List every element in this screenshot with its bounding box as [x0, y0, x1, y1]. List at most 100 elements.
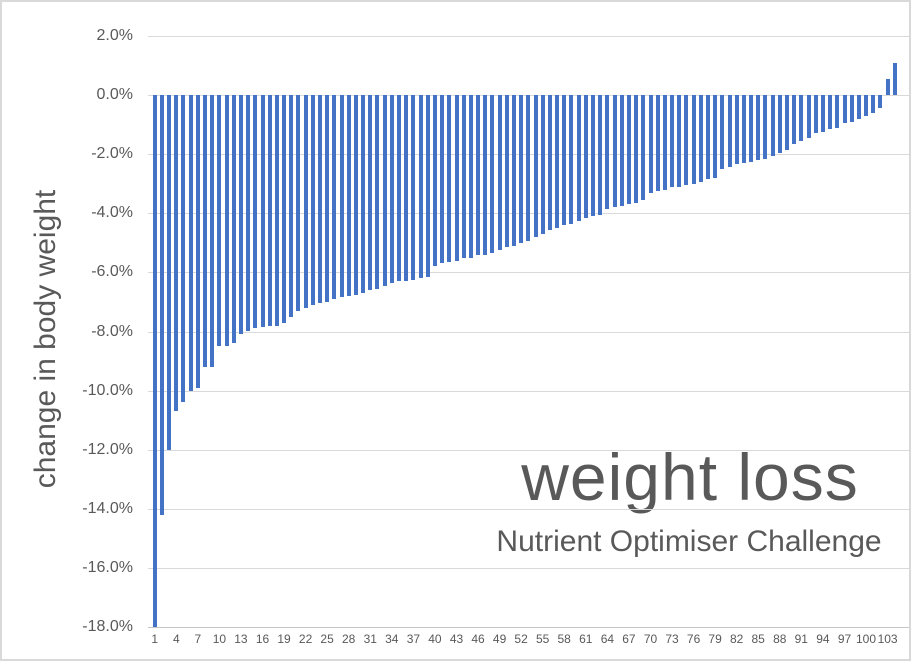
x-tick-label: 25 [320, 632, 334, 646]
bar [626, 95, 631, 205]
bar [734, 95, 739, 165]
bar [346, 95, 351, 296]
x-tick-label: 22 [298, 632, 313, 646]
bar [282, 95, 286, 323]
bar [310, 95, 315, 305]
bar [238, 95, 243, 335]
y-tick-label: -12.0% [82, 440, 133, 458]
y-tick-label: -2.0% [91, 145, 133, 163]
bar [591, 95, 595, 217]
y-tick-label: 2.0% [96, 27, 133, 44]
bar [770, 95, 775, 156]
bar [188, 95, 193, 391]
chart-title: weight loss [521, 440, 859, 514]
bar [167, 95, 172, 450]
bar [813, 95, 818, 134]
x-tick-label: 19 [277, 632, 291, 646]
bar [655, 95, 660, 192]
bar [246, 95, 251, 332]
bar [583, 95, 588, 218]
bar [490, 95, 495, 254]
bar [440, 95, 445, 264]
bar [447, 95, 452, 263]
bar [217, 95, 222, 347]
bar [792, 95, 797, 144]
x-tick-label: 40 [428, 632, 442, 646]
bar [181, 95, 186, 403]
y-axis-title: change in body weight [29, 189, 62, 489]
x-tick-label: 76 [686, 632, 701, 646]
bar [432, 95, 437, 267]
x-tick-label: 85 [751, 632, 765, 646]
y-tick-label: -18.0% [82, 618, 133, 635]
bar [152, 95, 157, 627]
bar [849, 95, 854, 122]
x-tick-label: 94 [816, 632, 830, 646]
y-tick-label: -6.0% [91, 263, 133, 281]
bar [698, 95, 703, 183]
x-tick-label: 55 [536, 632, 550, 646]
bar [756, 95, 761, 161]
bar [540, 95, 545, 234]
bar [231, 95, 236, 344]
bar [325, 95, 330, 302]
bar [375, 95, 380, 289]
bar [713, 95, 718, 178]
bar [174, 95, 179, 412]
bar [411, 95, 416, 280]
bar [339, 95, 344, 298]
bar [720, 95, 725, 169]
x-tick-label: 1 [151, 632, 159, 646]
bar [504, 95, 509, 248]
x-tick-label: 7 [194, 632, 202, 646]
y-tick-label: -4.0% [91, 204, 133, 222]
bar [159, 95, 164, 515]
x-tick-label: 70 [643, 632, 658, 646]
gridline [148, 390, 909, 392]
bar [856, 95, 861, 119]
bar [691, 95, 696, 184]
y-tick-label: 0.0% [96, 86, 133, 104]
x-tick-label: 43 [449, 632, 464, 646]
bar [662, 95, 667, 190]
x-tick-label: 28 [342, 632, 356, 646]
bar [763, 95, 768, 159]
x-tick-label: 31 [363, 632, 377, 646]
bar [461, 95, 466, 258]
bar [820, 95, 825, 132]
y-tick-label: -8.0% [91, 322, 133, 340]
bar [425, 95, 430, 277]
y-tick-label: -10.0% [82, 381, 133, 399]
bar [777, 95, 782, 153]
bar [274, 95, 279, 326]
bar [533, 95, 538, 237]
bar [828, 95, 833, 130]
bar [203, 95, 207, 367]
bar [634, 95, 639, 203]
bar [511, 95, 516, 246]
x-tick-label: 58 [557, 632, 571, 646]
bar [878, 95, 883, 109]
bar [404, 95, 409, 282]
bar [835, 95, 840, 128]
bar [289, 95, 294, 317]
bar [210, 95, 215, 367]
bar [476, 95, 480, 255]
x-tick-label: 4 [172, 632, 180, 646]
bar [749, 95, 754, 162]
bar [785, 95, 789, 150]
bar [332, 95, 337, 299]
y-tick-label: -16.0% [82, 558, 133, 576]
x-tick-label: 34 [385, 632, 399, 646]
x-tick-label: 16 [255, 632, 270, 646]
bar [260, 95, 265, 328]
x-tick-label: 13 [234, 632, 248, 646]
x-tick-label: 88 [773, 632, 787, 646]
bar [253, 95, 258, 329]
x-tick-label: 64 [600, 632, 615, 646]
gridline [148, 331, 909, 333]
bar [468, 95, 473, 258]
bar [361, 95, 366, 294]
bar [397, 95, 401, 282]
